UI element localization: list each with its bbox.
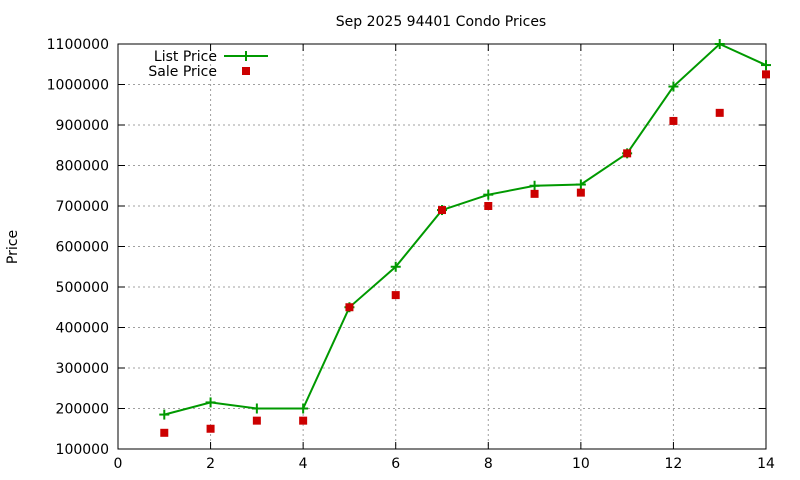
sale-price-point	[484, 202, 493, 210]
sale-price-point	[391, 291, 400, 300]
sale-price-point	[438, 206, 446, 215]
list-price-point	[251, 403, 262, 414]
legend-label-sale-price: Sale Price	[148, 64, 217, 80]
x-tick-label: 8	[484, 456, 493, 472]
sale-price-point	[576, 188, 585, 197]
axis-ticks	[117, 43, 767, 450]
sale-price-point	[530, 189, 539, 198]
sale-price-point	[715, 108, 724, 117]
legend-label-list-price: List Price	[154, 49, 217, 65]
sale-price-point	[206, 424, 215, 433]
list-price-point	[668, 81, 679, 92]
x-tick-label: 2	[206, 456, 215, 472]
x-tick-label: 6	[391, 456, 400, 472]
y-tick-label: 300000	[56, 361, 109, 377]
series-marks	[159, 39, 771, 437]
x-tick-label: 10	[572, 456, 590, 472]
y-tick-label: 700000	[56, 199, 109, 215]
x-tick-label: 4	[299, 456, 308, 472]
legend-marker-list-price	[241, 51, 251, 61]
list-price-point	[529, 180, 540, 191]
list-price-point	[483, 189, 494, 200]
legend: List Price Sale Price	[148, 49, 268, 80]
sale-price-point	[160, 428, 169, 437]
y-tick-label: 1100000	[47, 37, 109, 53]
x-tick-labels: 0 2 4 6 8 10 12 14	[114, 456, 775, 472]
sale-price-point	[762, 70, 770, 79]
list-price-point	[761, 60, 771, 71]
list-price-point	[205, 397, 216, 408]
y-tick-label: 400000	[56, 321, 109, 337]
grid-lines	[118, 44, 766, 449]
y-tick-labels: 100000 200000 300000 400000 500000 600000 7000…	[47, 37, 109, 458]
y-tick-label: 900000	[56, 118, 109, 134]
list-price-point	[159, 409, 170, 420]
y-tick-label: 100000	[56, 442, 109, 458]
list-price-point	[575, 179, 586, 190]
y-tick-label: 600000	[56, 240, 109, 256]
sale-price-point	[345, 303, 354, 312]
x-tick-label: 0	[114, 456, 123, 472]
x-tick-label: 14	[757, 456, 775, 472]
legend-marker-sale-price	[242, 67, 250, 75]
y-tick-label: 1000000	[47, 78, 109, 94]
sale-price-point	[669, 116, 678, 125]
chart-title: Sep 2025 94401 Condo Prices	[336, 14, 546, 30]
y-tick-label: 800000	[56, 159, 109, 175]
y-tick-label: 500000	[56, 280, 109, 296]
x-tick-label: 12	[665, 456, 683, 472]
sale-price-point	[299, 416, 308, 425]
list-price-point	[390, 261, 401, 272]
y-tick-label: 200000	[56, 402, 109, 418]
y-axis-label: Price	[5, 230, 21, 264]
list-price-point	[714, 39, 725, 49]
sale-price-point	[252, 416, 261, 425]
sale-price-point	[623, 149, 632, 158]
list-price-point	[298, 403, 309, 414]
series-line-list-price	[164, 42, 767, 416]
